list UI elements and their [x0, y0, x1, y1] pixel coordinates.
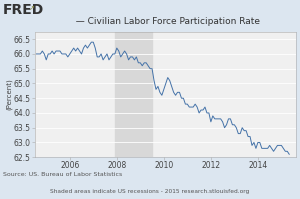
Text: Shaded areas indicate US recessions - 2015 research.stlouisfed.org: Shaded areas indicate US recessions - 20… — [50, 189, 250, 194]
Text: ↗: ↗ — [28, 5, 34, 11]
Bar — [115, 32, 152, 157]
Text: — Civilian Labor Force Participation Rate: — Civilian Labor Force Participation Rat… — [70, 17, 260, 26]
Y-axis label: (Percent): (Percent) — [5, 79, 12, 110]
Text: Source: US. Bureau of Labor Statistics: Source: US. Bureau of Labor Statistics — [3, 172, 122, 177]
Text: FRED: FRED — [3, 3, 44, 17]
